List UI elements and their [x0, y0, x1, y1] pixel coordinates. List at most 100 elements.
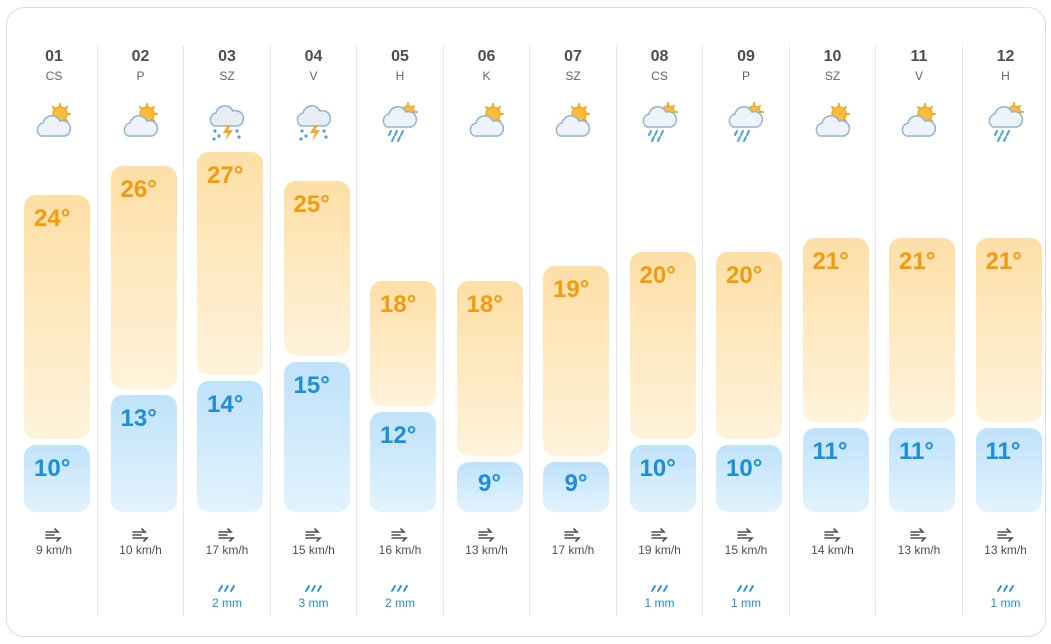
day-of-week: H: [395, 69, 405, 83]
max-temp: 27°: [207, 162, 244, 189]
min-temp-bar: 9°: [456, 462, 523, 512]
rain-sun-icon: [724, 100, 768, 144]
column-divider: [183, 46, 184, 616]
min-temp-bar: 9°: [543, 462, 609, 512]
min-temp-bar: 11°: [802, 428, 869, 512]
day-of-week: CS: [651, 69, 668, 83]
max-temp-bar: 20°: [716, 252, 782, 439]
precipitation: 3 mm: [298, 596, 329, 610]
min-temp: 15°: [293, 372, 330, 399]
partly-cloudy-icon: [811, 100, 855, 144]
day-column[interactable]: 04 V 25° 15° 15 km/h 3 mm: [271, 46, 357, 618]
day-column[interactable]: 07 SZ 19° 9° 17 km/h: [530, 46, 616, 618]
column-divider: [529, 46, 530, 616]
day-of-week: SZ: [565, 69, 581, 83]
rain-icon: [215, 582, 239, 594]
day-column[interactable]: 06 K 18° 9° 13 km/h: [444, 46, 530, 618]
precipitation: 2 mm: [385, 596, 415, 610]
wind-speed: 19 km/h: [638, 543, 681, 557]
day-column[interactable]: 09 P 20° 10° 15 km/h 1 mm: [703, 46, 789, 618]
max-temp: 25°: [293, 190, 330, 218]
partly-cloudy-icon: [897, 100, 941, 144]
rain-icon: [734, 582, 758, 594]
day-of-week: SZ: [219, 69, 235, 83]
day-of-week: V: [309, 69, 318, 83]
day-column[interactable]: 05 H 18° 12° 16 km/h 2 mm: [357, 46, 443, 618]
day-column[interactable]: 08 CS 20° 10° 19 km/h 1 mm: [617, 46, 703, 618]
wind-icon: [996, 528, 1015, 542]
max-temp: 18°: [466, 290, 503, 318]
max-temp: 26°: [120, 176, 157, 204]
day-date: 07: [564, 48, 582, 65]
wind-icon: [391, 528, 409, 542]
max-temp-bar: 21°: [802, 237, 869, 422]
day-date: 06: [477, 48, 496, 65]
day-column[interactable]: 12 H 21° 11° 13 km/h 1 mm: [963, 46, 1049, 618]
wind-icon: [564, 528, 582, 542]
min-temp-bar: 15°: [283, 362, 350, 512]
min-temp: 11°: [985, 438, 1021, 465]
day-date: 08: [650, 48, 669, 65]
partly-cloudy-icon: [32, 100, 76, 144]
rain-sun-icon: [378, 100, 422, 144]
day-column[interactable]: 10 SZ 21° 11° 14 km/h: [790, 46, 876, 618]
max-temp-bar: 19°: [543, 266, 609, 456]
wind-icon: [650, 528, 669, 542]
wind-speed: 15 km/h: [724, 543, 768, 557]
column-divider: [702, 46, 703, 616]
min-temp: 9°: [478, 470, 501, 497]
day-column[interactable]: 02 P 26° 13° 10 km/h: [98, 46, 184, 618]
day-date: 05: [391, 48, 409, 65]
day-of-week: CS: [45, 69, 63, 83]
min-temp-bar: 10°: [24, 445, 90, 512]
column-divider: [269, 46, 271, 616]
day-column[interactable]: 01 CS 24° 10° 9 km/h: [11, 46, 97, 618]
rain-sun-icon: [984, 100, 1028, 144]
column-divider: [788, 46, 790, 616]
wind-speed: 9 km/h: [35, 543, 72, 557]
wind-speed: 10 km/h: [119, 543, 162, 557]
rain-icon: [994, 582, 1018, 594]
min-temp: 10°: [726, 455, 763, 482]
wind-icon: [218, 528, 236, 542]
precipitation: 1 mm: [990, 596, 1021, 610]
min-temp: 10°: [639, 455, 676, 482]
column-divider: [875, 46, 876, 616]
forecast-card: 01 CS 24° 10° 9 km/h 02 P 26° 13° 10 km/h 03 SZ 27° 1…: [6, 7, 1046, 637]
day-column[interactable]: 11 V 21° 11° 13 km/h: [876, 46, 962, 618]
max-temp-bar: 21°: [975, 237, 1042, 422]
wind-speed: 17 km/h: [551, 543, 595, 557]
wind-icon: [737, 528, 755, 542]
wind-speed: 13 km/h: [984, 543, 1027, 557]
min-temp: 10°: [34, 455, 71, 482]
wind-icon: [910, 528, 928, 542]
thunderstorm-icon: [292, 100, 336, 144]
max-temp: 21°: [899, 247, 936, 275]
column-divider: [615, 46, 617, 616]
rain-icon: [648, 582, 672, 594]
precipitation: 1 mm: [644, 596, 675, 610]
rain-sun-icon: [638, 100, 682, 144]
rain-icon: [388, 582, 412, 594]
min-temp-bar: 14°: [197, 381, 263, 512]
day-date: 09: [737, 48, 755, 65]
day-date: 04: [304, 48, 323, 65]
min-temp: 9°: [564, 470, 588, 497]
day-date: 02: [131, 48, 150, 65]
day-date: 11: [910, 48, 928, 65]
wind-icon: [131, 528, 150, 542]
wind-icon: [823, 528, 842, 542]
column-divider: [96, 46, 98, 616]
min-temp-bar: 13°: [110, 395, 177, 512]
day-of-week: SZ: [824, 69, 841, 83]
wind-speed: 15 km/h: [292, 543, 335, 557]
max-temp-bar: 26°: [110, 166, 177, 389]
precipitation: 2 mm: [212, 596, 242, 610]
column-divider: [356, 46, 357, 616]
day-column[interactable]: 03 SZ 27° 14° 17 km/h 2 mm: [184, 46, 270, 618]
precipitation: 1 mm: [731, 596, 761, 610]
max-temp: 21°: [812, 247, 849, 275]
wind-speed: 13 km/h: [465, 543, 508, 557]
max-temp: 18°: [380, 290, 417, 318]
min-temp-bar: 11°: [975, 428, 1042, 512]
